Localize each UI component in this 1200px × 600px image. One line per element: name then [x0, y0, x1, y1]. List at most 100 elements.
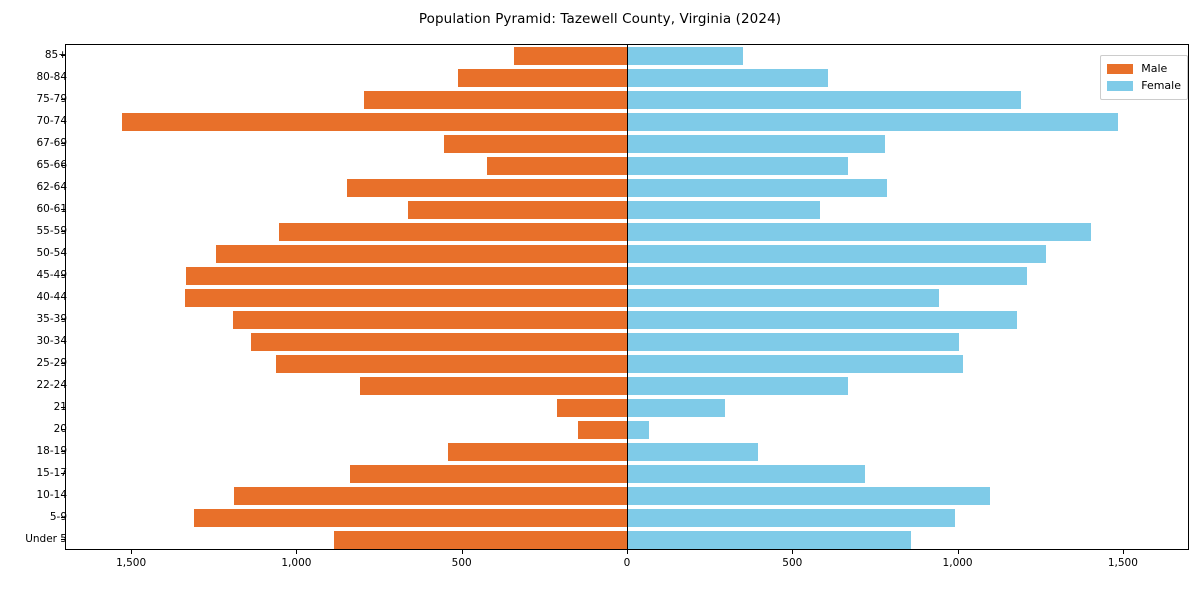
y-axis-tick-mark: [61, 451, 65, 452]
bar-row: [66, 135, 1188, 153]
bar-female: [628, 157, 848, 175]
y-axis-tick-label: 55-59: [36, 225, 67, 237]
bar-male: [215, 245, 628, 263]
bar-row: [66, 487, 1188, 505]
legend-item-female: Female: [1107, 77, 1181, 94]
y-axis-tick-label: 10-14: [36, 489, 67, 501]
bar-male: [578, 421, 628, 439]
bar-male: [121, 113, 628, 131]
y-axis-tick-mark: [61, 473, 65, 474]
bar-row: [66, 443, 1188, 461]
x-axis-tick-mark: [792, 550, 794, 554]
y-axis-tick-label: 30-34: [36, 335, 67, 347]
bar-male: [408, 201, 628, 219]
y-axis-tick-label: 25-29: [36, 357, 67, 369]
bar-female: [628, 421, 650, 439]
x-axis-tick-label: 500: [782, 557, 803, 569]
bar-female: [628, 355, 963, 373]
y-axis-tick-mark: [61, 517, 65, 518]
bar-female: [628, 47, 743, 65]
y-axis-tick-mark: [61, 363, 65, 364]
bar-female: [628, 91, 1021, 109]
legend-item-male: Male: [1107, 60, 1181, 77]
y-axis-tick-mark: [61, 495, 65, 496]
bar-row: [66, 421, 1188, 439]
x-axis-tick-mark: [1122, 550, 1124, 554]
bar-male: [556, 399, 628, 417]
y-axis-tick-label: 22-24: [36, 379, 67, 391]
legend-label-male: Male: [1141, 62, 1168, 75]
bar-male: [457, 69, 628, 87]
bar-row: [66, 333, 1188, 351]
y-axis-tick-label: 80-84: [36, 71, 67, 83]
bar-male: [184, 289, 628, 307]
bar-row: [66, 399, 1188, 417]
y-axis-tick-label: 60-61: [36, 203, 67, 215]
bar-female: [628, 69, 829, 87]
y-axis-tick-label: 75-79: [36, 93, 67, 105]
bar-row: [66, 223, 1188, 241]
bar-row: [66, 47, 1188, 65]
bar-male: [514, 47, 628, 65]
bar-row: [66, 531, 1188, 549]
y-axis-tick-mark: [61, 297, 65, 298]
bar-row: [66, 289, 1188, 307]
y-axis-tick-mark: [61, 253, 65, 254]
y-axis-tick-label: Under 5: [25, 533, 67, 545]
y-axis-tick-mark: [61, 341, 65, 342]
bar-male: [278, 223, 628, 241]
plot-area: [65, 44, 1189, 550]
x-axis-tick-label: 500: [451, 557, 472, 569]
zero-axis-line: [627, 45, 628, 549]
y-axis-tick-mark: [61, 319, 65, 320]
bar-row: [66, 377, 1188, 395]
y-axis-tick-label: 50-54: [36, 247, 67, 259]
y-axis-tick-mark: [61, 407, 65, 408]
x-axis-tick-label: 0: [623, 557, 631, 569]
y-axis-tick-label: 40-44: [36, 291, 67, 303]
bar-row: [66, 157, 1188, 175]
bar-male: [194, 509, 628, 527]
y-axis-tick-mark: [61, 143, 65, 144]
bar-row: [66, 311, 1188, 329]
bar-female: [628, 267, 1027, 285]
bar-male: [333, 531, 628, 549]
bar-female: [628, 531, 911, 549]
bar-male: [185, 267, 628, 285]
y-axis-tick-label: 18-19: [36, 445, 67, 457]
bar-female: [628, 399, 726, 417]
y-axis-tick-mark: [61, 231, 65, 232]
y-axis-tick-label: 65-66: [36, 159, 67, 171]
y-axis-tick-mark: [61, 165, 65, 166]
y-axis-tick-mark: [61, 539, 65, 540]
y-axis-tick-label: 85+: [44, 49, 67, 61]
bar-female: [628, 245, 1047, 263]
bar-female: [628, 443, 759, 461]
x-axis-tick-label: 1,000: [942, 557, 973, 569]
y-axis-tick-mark: [61, 275, 65, 276]
y-axis-tick-mark: [61, 385, 65, 386]
bar-row: [66, 509, 1188, 527]
bar-female: [628, 223, 1091, 241]
bar-male: [250, 333, 628, 351]
bar-row: [66, 113, 1188, 131]
x-axis-tick-label: 1,000: [281, 557, 312, 569]
y-axis-tick-label: 21: [53, 401, 67, 413]
y-axis-tick-label: 70-74: [36, 115, 67, 127]
bar-row: [66, 267, 1188, 285]
bar-male: [447, 443, 628, 461]
page-title: Population Pyramid: Tazewell County, Vir…: [418, 11, 782, 27]
y-axis-tick-label: 15-17: [36, 467, 67, 479]
bar-male: [347, 179, 628, 197]
bar-male: [360, 377, 628, 395]
y-axis-tick-label: 67-69: [36, 137, 67, 149]
bar-male: [444, 135, 628, 153]
bar-row: [66, 179, 1188, 197]
bar-female: [628, 509, 955, 527]
legend-swatch-male: [1107, 63, 1134, 74]
legend: Male Female: [1100, 55, 1188, 100]
bar-row: [66, 91, 1188, 109]
bar-male: [363, 91, 628, 109]
y-axis-tick-label: 35-39: [36, 313, 67, 325]
